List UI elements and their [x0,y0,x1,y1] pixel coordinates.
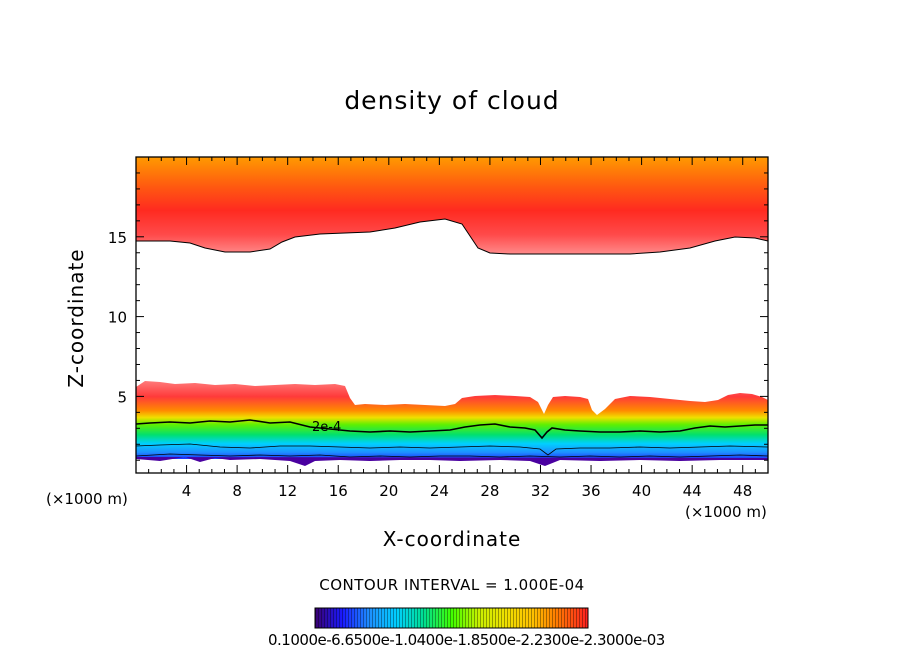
x-axis-label: X-coordinate [382,527,522,551]
chart-title: density of cloud [344,86,560,115]
contour-label: 2e-4 [312,420,341,435]
colorbar [314,607,589,629]
x-tick-label: 44 [683,482,702,500]
y-tick-label: 10 [108,309,127,327]
upper-cloud-contour [136,218,768,255]
y-tick-label: 5 [117,388,127,406]
y-tick-label: 15 [108,229,127,247]
x-tick-label: 16 [329,482,348,500]
y-axis-label: Z-coordinate [64,248,88,388]
x-tick-label: 28 [480,482,499,500]
x-tick-label: 36 [581,482,600,500]
lower-cloud-region [136,381,768,468]
x-unit-right: (×1000 m) [685,503,767,521]
x-tick-label: 20 [379,482,398,500]
contour-lower-2 [136,453,768,458]
x-unit-left: (×1000 m) [46,490,128,508]
upper-cloud-region [136,157,768,254]
contour-2e-4 [136,419,768,440]
x-tick-label: 8 [232,482,242,500]
contour-lower-1 [136,443,768,456]
x-tick-label: 48 [733,482,752,500]
lower-cloud-bottom-edge [136,457,768,466]
x-tick-label: 4 [182,482,192,500]
x-tick-label: 12 [278,482,297,500]
contour-interval-text: CONTOUR INTERVAL = 1.000E-04 [319,576,585,594]
x-tick-label: 32 [531,482,550,500]
colorbar-labels: 0.1000e-6.6500e-1.0400e-1.8500e-2.2300e-… [268,631,665,649]
x-tick-label: 24 [430,482,449,500]
x-tick-label: 40 [632,482,651,500]
